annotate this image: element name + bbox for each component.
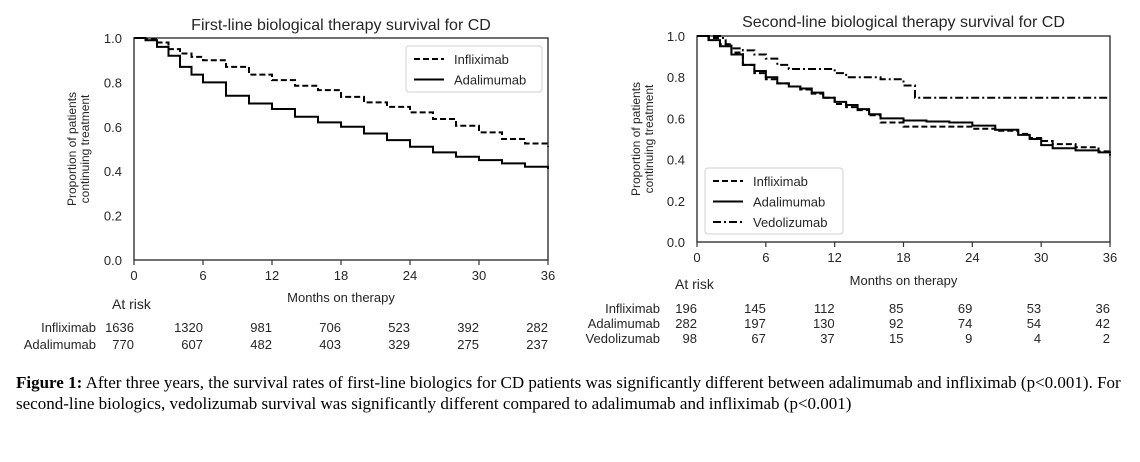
chart-panel-2: Second-line biological therapy survival … bbox=[586, 14, 1118, 346]
y-tick-label: 0.2 bbox=[104, 209, 122, 224]
at-risk-value: 2 bbox=[1103, 331, 1110, 346]
at-risk-value: 607 bbox=[181, 337, 203, 352]
y-tick-label: 0.2 bbox=[667, 194, 685, 209]
x-tick-label: 30 bbox=[472, 268, 486, 283]
y-axis-label-line: Proportion of patients bbox=[65, 92, 79, 206]
at-risk-row-name: Infliximab bbox=[41, 320, 96, 335]
at-risk-value: 15 bbox=[889, 331, 903, 346]
y-tick-label: 0.6 bbox=[104, 120, 122, 135]
at-risk-value: 67 bbox=[751, 331, 765, 346]
at-risk-label: At risk bbox=[112, 296, 152, 312]
at-risk-value: 37 bbox=[820, 331, 834, 346]
x-tick-label: 12 bbox=[265, 268, 279, 283]
x-tick-label: 36 bbox=[541, 268, 555, 283]
x-tick-label: 18 bbox=[896, 250, 910, 265]
at-risk-value: 1320 bbox=[174, 320, 203, 335]
y-axis-label: Proportion of patientscontinuing treatme… bbox=[65, 92, 92, 206]
legend-label-infliximab: Infliximab bbox=[753, 174, 808, 189]
at-risk-label: At risk bbox=[675, 276, 715, 292]
y-axis-label-line: Proportion of patients bbox=[629, 82, 643, 196]
at-risk-value: 92 bbox=[889, 316, 903, 331]
legend-label-infliximab: Infliximab bbox=[454, 52, 509, 67]
y-tick-label: 0.0 bbox=[104, 253, 122, 268]
series-line-adalimumab bbox=[697, 35, 1111, 154]
y-axis-label-line: continuing treatment bbox=[642, 84, 656, 193]
y-tick-label: 0.4 bbox=[667, 153, 685, 168]
legend-label-adalimumab: Adalimumab bbox=[753, 195, 825, 210]
legend-box bbox=[704, 167, 844, 235]
at-risk-value: 196 bbox=[675, 301, 697, 316]
at-risk-row-name: Adalimumab bbox=[588, 316, 660, 331]
at-risk-value: 275 bbox=[457, 337, 479, 352]
series-line-infliximab bbox=[134, 37, 549, 147]
at-risk-value: 54 bbox=[1027, 316, 1041, 331]
at-risk-value: 1636 bbox=[105, 320, 134, 335]
y-tick-label: 0.8 bbox=[667, 70, 685, 85]
figure-caption: Figure 1: After three years, the surviva… bbox=[16, 372, 1126, 414]
y-tick-label: 0.8 bbox=[104, 75, 122, 90]
at-risk-value: 145 bbox=[744, 301, 766, 316]
legend-label-vedolizumab: Vedolizumab bbox=[753, 215, 827, 230]
at-risk-value: 523 bbox=[388, 320, 410, 335]
y-axis-label: Proportion of patientscontinuing treatme… bbox=[629, 82, 656, 196]
x-axis-label: Months on therapy bbox=[287, 290, 395, 305]
at-risk-value: 53 bbox=[1027, 301, 1041, 316]
legend-label-adalimumab: Adalimumab bbox=[454, 73, 526, 88]
figure-canvas: First-line biological therapy survival f… bbox=[24, 14, 1118, 352]
at-risk-value: 981 bbox=[250, 320, 272, 335]
at-risk-value: 197 bbox=[744, 316, 766, 331]
y-tick-label: 0.6 bbox=[667, 111, 685, 126]
caption-label: Figure 1: bbox=[16, 373, 83, 392]
at-risk-value: 392 bbox=[457, 320, 479, 335]
at-risk-value: 85 bbox=[889, 301, 903, 316]
at-risk-value: 36 bbox=[1096, 301, 1110, 316]
x-tick-label: 24 bbox=[403, 268, 417, 283]
at-risk-value: 4 bbox=[1034, 331, 1041, 346]
x-tick-label: 0 bbox=[693, 250, 700, 265]
at-risk-value: 706 bbox=[319, 320, 341, 335]
x-tick-label: 6 bbox=[199, 268, 206, 283]
at-risk-value: 98 bbox=[683, 331, 697, 346]
x-tick-label: 24 bbox=[965, 250, 979, 265]
at-risk-value: 74 bbox=[958, 316, 972, 331]
series-line-adalimumab bbox=[134, 37, 549, 169]
at-risk-value: 112 bbox=[814, 301, 835, 316]
chart-legend: Infliximab Adalimumab bbox=[405, 45, 543, 93]
chart-title: First-line biological therapy survival f… bbox=[191, 17, 491, 34]
x-tick-label: 30 bbox=[1034, 250, 1048, 265]
chart-legend: Infliximab Adalimumab Vedolizumab bbox=[704, 167, 844, 235]
chart-panel-1: First-line biological therapy survival f… bbox=[24, 17, 556, 352]
x-tick-label: 6 bbox=[762, 250, 769, 265]
at-risk-value: 282 bbox=[526, 320, 548, 335]
caption-text: After three years, the survival rates of… bbox=[16, 373, 1121, 413]
at-risk-row-name: Vedolizumab bbox=[586, 331, 660, 346]
at-risk-value: 237 bbox=[526, 337, 548, 352]
at-risk-value: 770 bbox=[112, 337, 134, 352]
y-tick-label: 1.0 bbox=[667, 29, 685, 44]
at-risk-value: 9 bbox=[965, 331, 972, 346]
y-tick-label: 0.0 bbox=[667, 235, 685, 250]
at-risk-value: 42 bbox=[1096, 316, 1110, 331]
x-tick-label: 18 bbox=[334, 268, 348, 283]
y-tick-label: 1.0 bbox=[104, 31, 122, 46]
at-risk-value: 329 bbox=[388, 337, 410, 352]
series-line-vedolizumab bbox=[697, 35, 1110, 99]
chart-title: Second-line biological therapy survival … bbox=[742, 14, 1065, 31]
at-risk-value: 282 bbox=[675, 316, 697, 331]
y-tick-label: 0.4 bbox=[104, 164, 122, 179]
x-tick-label: 36 bbox=[1103, 250, 1117, 265]
x-tick-label: 0 bbox=[130, 268, 137, 283]
at-risk-value: 130 bbox=[813, 316, 835, 331]
at-risk-value: 482 bbox=[250, 337, 272, 352]
at-risk-value: 69 bbox=[958, 301, 972, 316]
x-axis-label: Months on therapy bbox=[850, 273, 958, 288]
at-risk-row-name: Adalimumab bbox=[24, 337, 96, 352]
at-risk-value: 403 bbox=[319, 337, 341, 352]
at-risk-row-name: Infliximab bbox=[605, 301, 660, 316]
x-tick-label: 12 bbox=[827, 250, 841, 265]
y-axis-label-line: continuing treatment bbox=[78, 94, 92, 203]
